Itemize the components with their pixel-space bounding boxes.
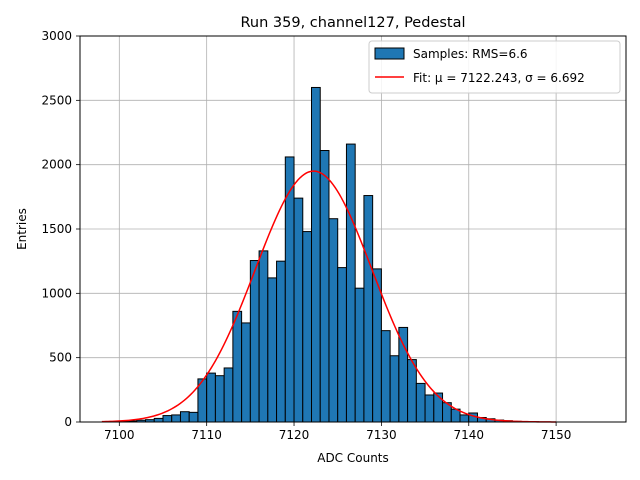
y-tick-label: 1500 xyxy=(41,222,72,236)
histogram-bar xyxy=(214,375,225,423)
histogram-bar xyxy=(337,267,347,423)
histogram-bar xyxy=(424,394,435,423)
histogram-bar xyxy=(293,197,304,423)
x-tick-label: 7110 xyxy=(191,428,222,442)
legend: Samples: RMS=6.6 Fit: μ = 7122.243, σ = … xyxy=(368,40,621,94)
histogram-bar xyxy=(206,372,216,423)
histogram-bar xyxy=(276,260,286,423)
legend-swatch-samples xyxy=(374,47,405,60)
y-tick-label: 0 xyxy=(64,415,72,429)
y-tick-label: 1000 xyxy=(41,286,72,300)
fit-curve xyxy=(101,170,557,423)
y-tick-label: 2500 xyxy=(41,93,72,107)
x-tick-label: 7100 xyxy=(104,428,135,442)
histogram-bar xyxy=(433,392,444,423)
histogram-bar xyxy=(188,411,199,423)
x-axis-label: ADC Counts xyxy=(317,451,389,465)
legend-frame xyxy=(368,40,621,94)
histogram-bar xyxy=(302,231,313,423)
legend-label-fit: Fit: μ = 7122.243, σ = 6.692 xyxy=(413,71,585,85)
histogram-bar xyxy=(162,415,173,423)
histogram-bar xyxy=(354,287,365,423)
histogram-bar xyxy=(311,86,321,423)
legend-label-samples: Samples: RMS=6.6 xyxy=(413,47,528,61)
x-axis: 7100 7110 7120 7130 7140 7150 xyxy=(104,422,571,442)
y-tick-label: 2000 xyxy=(41,158,72,172)
histogram-bars xyxy=(110,86,540,423)
histogram-bar xyxy=(241,322,251,423)
y-tick-label: 3000 xyxy=(41,29,72,43)
y-axis-label: Entries xyxy=(15,208,29,250)
x-tick-label: 7140 xyxy=(453,428,484,442)
x-tick-label: 7120 xyxy=(279,428,310,442)
histogram-bar xyxy=(415,382,426,423)
x-tick-label: 7130 xyxy=(366,428,397,442)
histogram-bar xyxy=(249,260,260,423)
histogram-bar xyxy=(171,414,181,423)
x-tick-label: 7150 xyxy=(541,428,572,442)
histogram-bar xyxy=(328,218,339,423)
histogram-bar xyxy=(407,359,417,423)
y-axis: 0 500 1000 1500 2000 2500 3000 xyxy=(41,29,80,429)
histogram-bar xyxy=(459,414,470,423)
histogram-bar xyxy=(267,277,278,423)
histogram-bar xyxy=(319,150,330,423)
histogram-bar xyxy=(232,310,243,423)
histogram-bar xyxy=(389,355,400,423)
histogram-bar xyxy=(363,195,374,423)
chart-title: Run 359, channel127, Pedestal xyxy=(240,15,465,31)
y-tick-label: 500 xyxy=(49,351,72,365)
histogram-bar xyxy=(345,143,356,423)
histogram-bar xyxy=(179,411,190,423)
histogram-bar xyxy=(258,250,269,423)
histogram-bar xyxy=(380,330,391,423)
histogram-bar xyxy=(398,326,409,423)
histogram-bar xyxy=(223,367,234,423)
histogram-bar xyxy=(153,417,164,423)
